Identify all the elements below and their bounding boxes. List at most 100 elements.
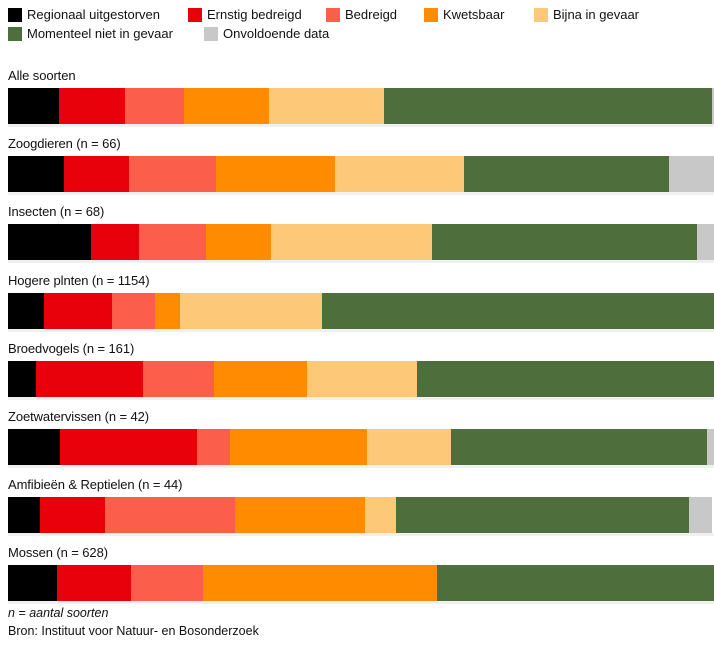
bar-segment	[8, 360, 37, 397]
legend-swatch	[534, 8, 548, 22]
bar-segment	[8, 156, 65, 193]
bar-segment	[416, 360, 714, 397]
bar-segment	[183, 88, 270, 124]
bar-segment	[322, 292, 714, 329]
bar-segment	[8, 292, 45, 329]
legend-label: Bijna in gevaar	[553, 7, 639, 22]
bar-segment	[668, 156, 714, 193]
bar-segment	[432, 224, 698, 261]
bar-baseline	[8, 601, 714, 605]
bar-track	[8, 360, 714, 397]
bar-segment	[436, 565, 714, 602]
bar-segment	[104, 497, 236, 534]
legend-swatch	[8, 27, 22, 41]
bar-baseline	[8, 533, 714, 537]
legend-label: Kwetsbaar	[443, 7, 505, 22]
bar-segment	[451, 429, 708, 465]
bar-segment	[35, 360, 144, 397]
legend-item: Kwetsbaar	[424, 6, 504, 24]
bar-baseline	[8, 260, 714, 264]
source-credit: Bron: Instituut voor Natuur- en Bosonder…	[8, 624, 259, 638]
bar-segment	[234, 497, 366, 534]
bar-segment	[125, 88, 185, 124]
bar-segment	[129, 156, 217, 193]
legend-swatch	[424, 8, 438, 22]
legend-label: Regionaal uitgestorven	[27, 7, 160, 22]
legend-item: Bedreigd	[326, 6, 397, 24]
category-label: Zoogdieren (n = 66)	[8, 136, 121, 152]
legend-item: Bijna in gevaar	[534, 6, 639, 24]
bar-baseline	[8, 328, 714, 332]
bar-segment	[395, 497, 690, 534]
legend-swatch	[326, 8, 340, 22]
bar-track	[8, 429, 714, 465]
bar-segment	[689, 497, 712, 534]
bar-segment	[8, 88, 60, 124]
category-label: Insecten (n = 68)	[8, 204, 105, 220]
bar-segment	[57, 565, 132, 602]
bar-segment	[154, 292, 181, 329]
bar-segment	[697, 224, 714, 261]
bar-segment	[196, 429, 231, 465]
legend-swatch	[188, 8, 202, 22]
category-label: Hogere plnten (n = 1154)	[8, 272, 150, 288]
legend-item: Onvoldoende data	[204, 25, 329, 43]
bar-segment	[130, 565, 204, 602]
bar-segment	[111, 292, 156, 329]
category-label: Amfibieën & Reptielen (n = 44)	[8, 477, 183, 493]
bar-segment	[271, 224, 433, 261]
bar-segment	[206, 224, 272, 261]
bar-segment	[383, 88, 713, 124]
bar-segment	[229, 429, 368, 465]
bar-segment	[268, 88, 385, 124]
bar-segment	[40, 497, 106, 534]
legend-item: Momenteel niet in gevaar	[8, 25, 173, 43]
bar-segment	[8, 565, 59, 602]
bar-segment	[214, 360, 308, 397]
bar-segment	[711, 88, 714, 124]
bar-segment	[307, 360, 418, 397]
bar-segment	[8, 497, 42, 534]
legend-item: Regionaal uitgestorven	[8, 6, 160, 24]
bar-segment	[464, 156, 670, 193]
bar-segment	[366, 429, 452, 465]
legend-item: Ernstig bedreigd	[188, 6, 302, 24]
bar-segment	[706, 429, 714, 465]
bar-track	[8, 497, 714, 534]
bar-track	[8, 224, 714, 261]
bar-track	[8, 565, 714, 602]
bar-track	[8, 88, 714, 124]
bar-segment	[8, 429, 61, 465]
bar-baseline	[8, 396, 714, 400]
bar-track	[8, 292, 714, 329]
legend-label: Momenteel niet in gevaar	[27, 26, 173, 41]
bar-baseline	[8, 124, 714, 127]
bar-segment	[202, 565, 438, 602]
category-label: Broedvogels (n = 161)	[8, 340, 135, 356]
legend-swatch	[204, 27, 218, 41]
bar-segment	[179, 292, 323, 329]
category-label: Mossen (n = 628)	[8, 545, 108, 561]
bar-segment	[44, 292, 113, 329]
category-label: Zoetwatervissen (n = 42)	[8, 409, 150, 424]
bar-segment	[334, 156, 465, 193]
bar-segment	[139, 224, 207, 261]
bar-segment	[91, 224, 140, 261]
bar-baseline	[8, 465, 714, 468]
category-label: Alle soorten	[8, 68, 76, 83]
legend-swatch	[8, 8, 22, 22]
legend-label: Bedreigd	[345, 7, 398, 22]
footnote: n = aantal soorten	[8, 606, 109, 620]
bar-segment	[59, 429, 198, 465]
bar-segment	[215, 156, 336, 193]
bar-segment	[8, 224, 92, 261]
legend-label: Onvoldoende data	[223, 26, 330, 41]
bar-segment	[364, 497, 397, 534]
bar-segment	[63, 156, 131, 193]
bar-segment	[58, 88, 126, 124]
bar-track	[8, 156, 714, 193]
legend-label: Ernstig bedreigd	[207, 7, 302, 22]
bar-segment	[142, 360, 215, 397]
bar-baseline	[8, 192, 714, 196]
